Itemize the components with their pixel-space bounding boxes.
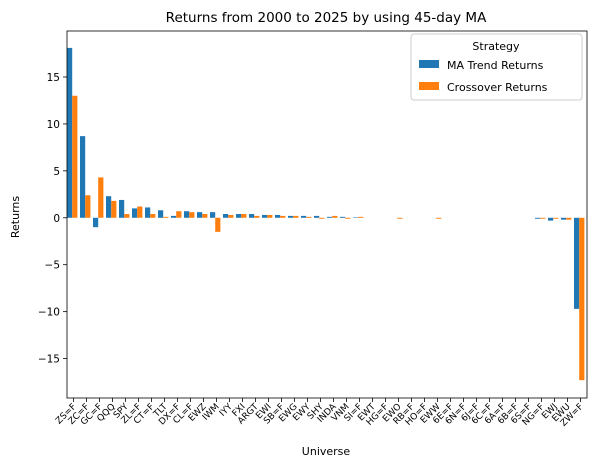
bar-crossover-returns-inda: [332, 215, 338, 218]
y-tick-label: −10: [38, 307, 60, 319]
y-tick-label: 10: [47, 119, 60, 131]
bar-ma-trend-returns-zl-f: [132, 208, 138, 218]
bar-ma-trend-returns-fxi: [236, 214, 242, 218]
bar-crossover-returns-gc-f: [98, 177, 104, 218]
bar-ma-trend-returns-iyy: [223, 214, 229, 218]
bar-crossover-returns-ewz: [202, 214, 208, 218]
bar-ma-trend-returns-ng-f: [535, 217, 541, 219]
bar-ma-trend-returns-argt: [249, 214, 255, 218]
legend: Strategy MA Trend Returns Crossover Retu…: [410, 33, 583, 101]
bar-ma-trend-returns-gc-f: [93, 217, 99, 228]
axes-frame: [66, 30, 588, 399]
bar-ma-trend-returns-iwm: [210, 212, 216, 218]
y-tick-label: −15: [38, 354, 60, 366]
bar-crossover-returns-spy: [124, 214, 130, 218]
bar-ma-trend-returns-ewz: [197, 212, 203, 218]
bar-crossover-returns-argt: [254, 215, 260, 218]
bar-ma-trend-returns-shy: [314, 215, 320, 218]
bar-ma-trend-returns-zw-f: [574, 217, 580, 309]
bar-ma-trend-returns-zc-f: [80, 136, 86, 218]
bar-crossover-returns-vnm: [345, 217, 351, 219]
bar-crossover-returns-shy: [319, 217, 325, 219]
bar-crossover-returns-ewj: [553, 217, 559, 219]
bar-ma-trend-returns-ewi: [262, 214, 268, 218]
bar-crossover-returns-zl-f: [137, 206, 143, 218]
bar-crossover-returns-eww: [436, 217, 442, 219]
bar-crossover-returns-tlt: [163, 216, 169, 218]
bar-ma-trend-returns-inda: [327, 216, 333, 218]
bar-crossover-returns-dx-f: [176, 211, 182, 218]
bar-ma-trend-returns-ewy: [301, 215, 307, 218]
bar-ma-trend-returns-cl-f: [184, 211, 190, 218]
bar-ma-trend-returns-dx-f: [171, 215, 177, 218]
chart-title: Returns from 2000 to 2025 by using 45-da…: [166, 10, 487, 26]
bar-crossover-returns-iyy: [228, 214, 234, 218]
bar-ma-trend-returns-ewj: [548, 217, 554, 221]
bar-crossover-returns-zc-f: [85, 195, 91, 218]
legend-label-crossover: Crossover Returns: [447, 81, 548, 94]
bar-ma-trend-returns-spy: [119, 199, 125, 218]
legend-swatch-ma-trend: [419, 60, 439, 68]
bar-ma-trend-returns-ewu: [561, 217, 567, 220]
bar-ma-trend-returns-qqq: [106, 196, 112, 218]
y-axis-label: Returns: [9, 196, 22, 239]
y-tick-label: 0: [53, 213, 60, 225]
bar-crossover-returns-fxi: [241, 214, 247, 218]
bar-crossover-returns-ng-f: [540, 217, 546, 219]
bar-ma-trend-returns-ewg: [288, 215, 294, 218]
bar-crossover-returns-ewi: [267, 214, 273, 218]
bar-crossover-returns-ct-f: [150, 214, 156, 218]
bar-crossover-returns-ewo: [397, 217, 403, 219]
bar-crossover-returns-ewu: [566, 217, 572, 220]
bar-ma-trend-returns-tlt: [158, 210, 164, 218]
bar-crossover-returns-iwm: [215, 217, 221, 232]
legend-swatch-crossover: [419, 82, 439, 90]
bar-crossover-returns-zw-f: [579, 217, 585, 381]
bar-crossover-returns-ewy: [306, 216, 312, 218]
y-tick-label: 15: [47, 72, 60, 84]
legend-title: Strategy: [472, 40, 520, 53]
x-axis-label: Universe: [302, 445, 351, 458]
bar-crossover-returns-zs-f: [72, 95, 78, 218]
bar-crossover-returns-cl-f: [189, 212, 195, 218]
bar-crossover-returns-si-f: [358, 216, 364, 218]
bar-crossover-returns-ewg: [293, 215, 299, 218]
bar-crossover-returns-sb-f: [280, 215, 286, 218]
legend-frame: [410, 33, 583, 101]
bar-ma-trend-returns-ct-f: [145, 207, 151, 218]
y-tick-label: 5: [53, 166, 60, 178]
bar-crossover-returns-qqq: [111, 200, 117, 218]
bar-ma-trend-returns-vnm: [340, 216, 346, 218]
bar-ma-trend-returns-sb-f: [275, 214, 281, 218]
bar-ma-trend-returns-zs-f: [67, 47, 73, 218]
y-tick-label: −5: [45, 260, 60, 272]
legend-label-ma-trend: MA Trend Returns: [447, 59, 544, 72]
